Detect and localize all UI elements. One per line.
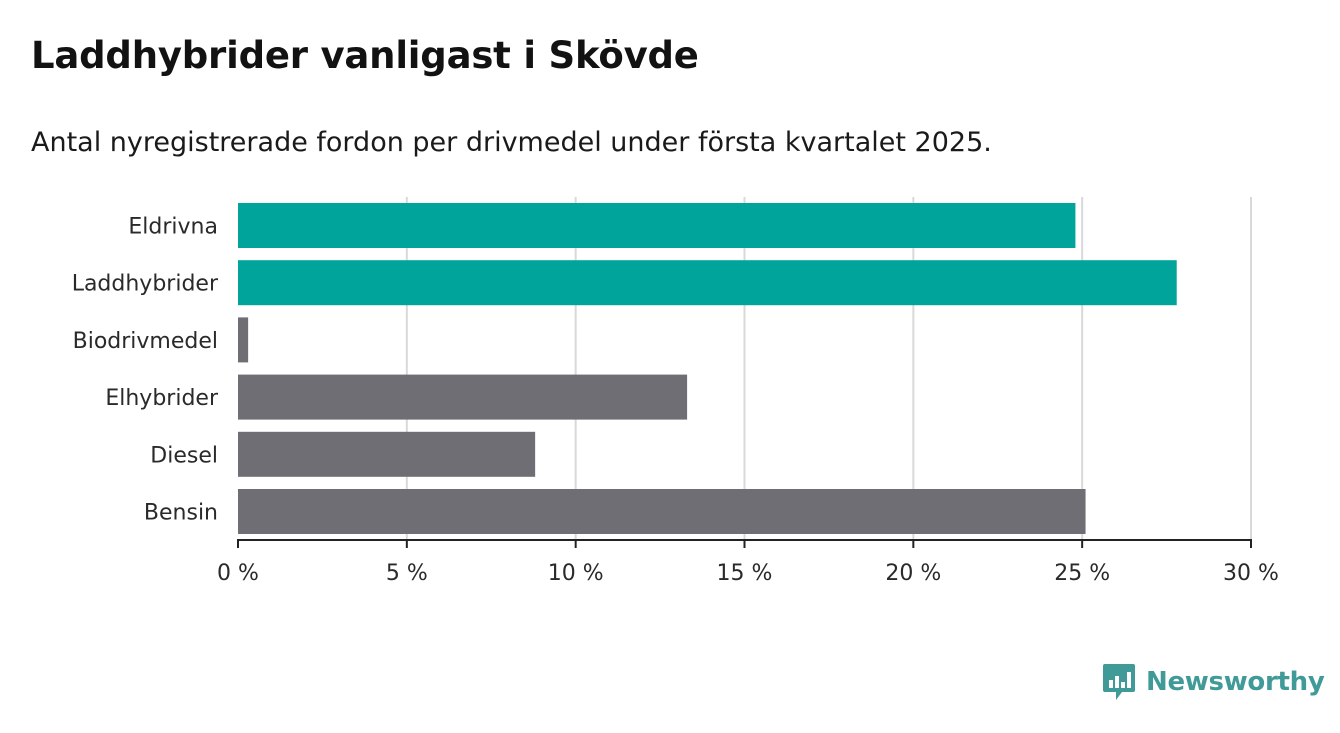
category-label-diesel: Diesel — [150, 443, 218, 468]
category-label-bensin: Bensin — [144, 501, 218, 526]
chart-title: Laddhybrider vanligast i Skövde — [31, 34, 699, 77]
chart-subtitle: Antal nyregistrerade fordon per drivmede… — [31, 127, 992, 158]
category-label-elhybrider: Elhybrider — [105, 386, 219, 411]
bar-laddhybrider — [238, 260, 1177, 306]
category-label-eldrivna: Eldrivna — [128, 215, 218, 240]
x-tick-label-25: 25 % — [1054, 561, 1110, 586]
category-label-laddhybrider: Laddhybrider — [72, 272, 219, 297]
bar-bensin — [238, 489, 1086, 534]
category-label-biodrivmedel: Biodrivmedel — [73, 329, 218, 354]
x-tick-label-15: 15 % — [717, 561, 773, 586]
grid-lines — [405, 197, 1252, 540]
x-tick-label-10: 10 % — [548, 561, 604, 586]
x-tick-label-5: 5 % — [386, 561, 428, 586]
bar-biodrivmedel — [238, 317, 249, 363]
bars — [238, 203, 1177, 534]
x-tick-label-0: 0 % — [217, 561, 259, 586]
newsworthy-logo: Newsworthy — [1102, 662, 1325, 702]
x-tick-label-20: 20 % — [885, 561, 941, 586]
bar-elhybrider — [238, 374, 688, 420]
x-tick-label-30: 30 % — [1223, 561, 1279, 586]
bar-chart-speech-bubble-icon — [1103, 664, 1135, 700]
bar-diesel — [238, 431, 536, 477]
x-axis: 0 % 5 % 10 % 15 % 20 % 25 % 30 % — [217, 539, 1279, 586]
category-labels: Eldrivna Laddhybrider Biodrivmedel Elhybrid… — [72, 215, 219, 526]
bar-eldrivna — [238, 203, 1076, 248]
brand-name: Newsworthy — [1146, 667, 1325, 697]
